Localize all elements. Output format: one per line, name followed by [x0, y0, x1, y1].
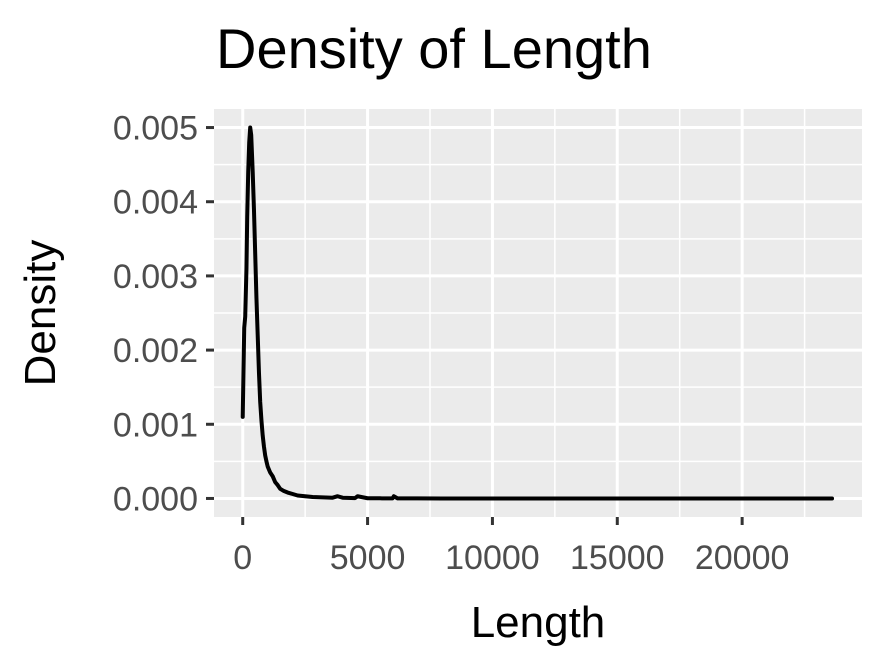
y-tick-label: 0.002 [113, 332, 198, 370]
y-tick-label: 0.005 [113, 110, 198, 148]
y-axis-title: Density [16, 240, 65, 387]
x-axis: 0 5000 10000 15000 20000 [233, 517, 789, 577]
y-tick-label: 0.000 [113, 480, 198, 518]
x-tick-label: 20000 [695, 539, 790, 577]
y-tick-label: 0.003 [113, 258, 198, 296]
x-tick-label: 0 [233, 539, 252, 577]
y-axis: 0.000 0.001 0.002 0.003 0.004 0.005 [113, 110, 214, 518]
density-line [240, 125, 835, 501]
y-tick-label: 0.001 [113, 406, 198, 444]
minor-gridlines [214, 109, 862, 517]
x-tick-label: 10000 [445, 539, 540, 577]
x-axis-title: Length [471, 598, 606, 647]
x-tick-label: 15000 [570, 539, 665, 577]
chart-title: Density of Length [216, 17, 652, 80]
x-tick-label: 5000 [330, 539, 406, 577]
y-tick-label: 0.004 [113, 184, 198, 222]
